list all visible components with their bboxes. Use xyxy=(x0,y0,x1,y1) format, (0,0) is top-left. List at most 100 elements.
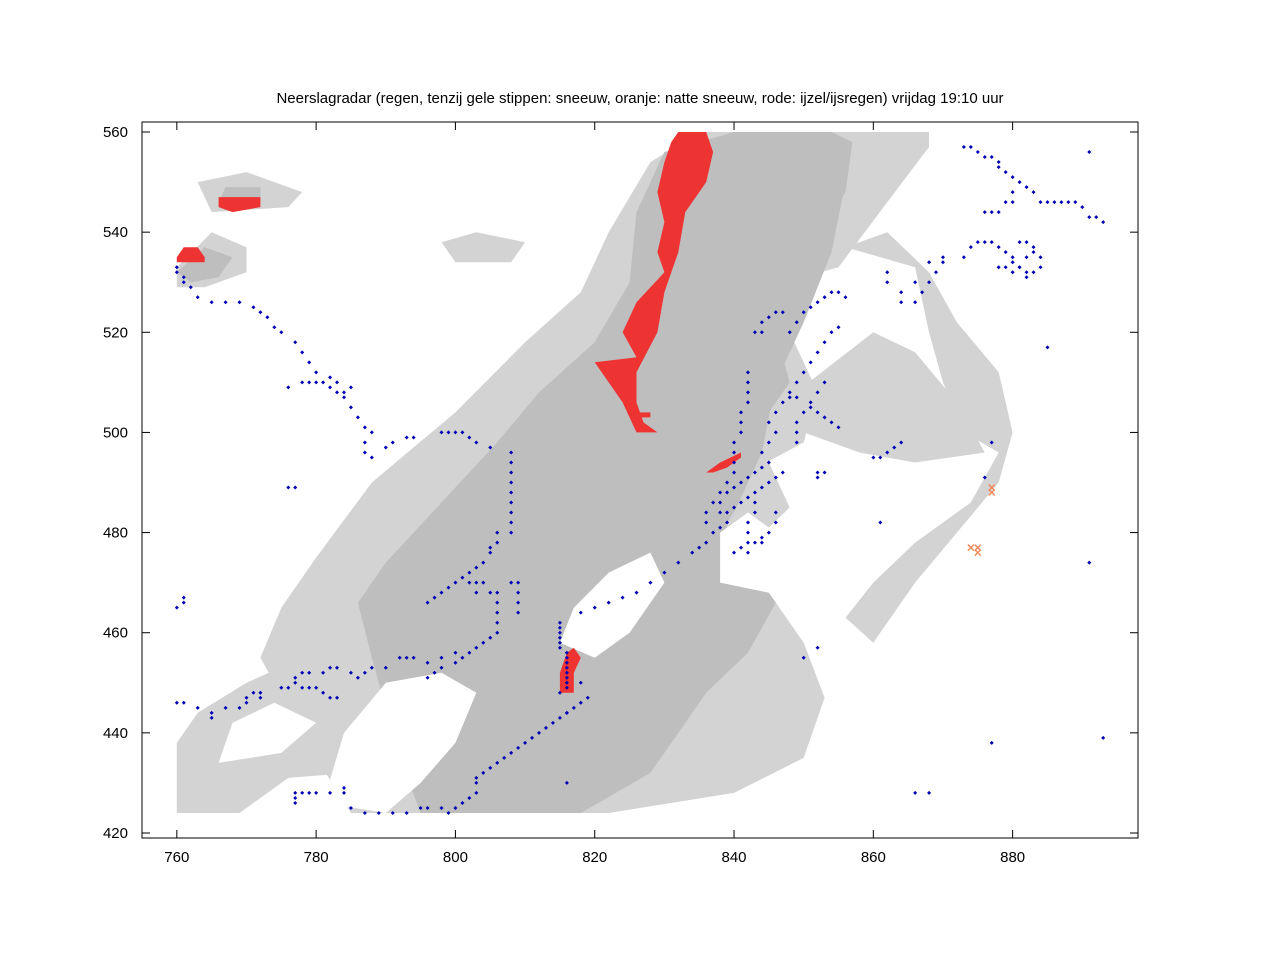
station-marker xyxy=(557,640,562,645)
station-marker xyxy=(759,465,764,470)
station-marker xyxy=(348,670,353,675)
station-marker xyxy=(738,545,743,550)
station-marker xyxy=(836,325,841,330)
station-marker xyxy=(237,300,242,305)
station-marker xyxy=(1003,200,1008,205)
station-marker xyxy=(794,420,799,425)
station-marker xyxy=(258,310,263,315)
station-marker xyxy=(181,600,186,605)
station-marker xyxy=(829,330,834,335)
station-marker xyxy=(620,595,625,600)
station-marker xyxy=(495,590,500,595)
station-marker xyxy=(383,445,388,450)
station-marker xyxy=(940,260,945,265)
station-marker xyxy=(738,410,743,415)
rain-area-moderate-10 xyxy=(176,247,233,283)
station-marker xyxy=(732,470,737,475)
station-marker xyxy=(585,695,590,700)
station-marker xyxy=(300,670,305,675)
station-marker xyxy=(564,660,569,665)
station-marker xyxy=(989,240,994,245)
station-marker xyxy=(662,570,667,575)
station-marker xyxy=(899,440,904,445)
station-marker xyxy=(390,440,395,445)
station-marker xyxy=(697,545,702,550)
station-marker xyxy=(265,315,270,320)
station-marker xyxy=(543,725,548,730)
station-marker xyxy=(564,710,569,715)
station-marker xyxy=(467,650,472,655)
station-marker xyxy=(592,605,597,610)
station-marker xyxy=(1087,560,1092,565)
station-marker xyxy=(293,340,298,345)
station-marker xyxy=(885,280,890,285)
station-marker xyxy=(425,805,430,810)
station-marker xyxy=(188,285,193,290)
station-marker xyxy=(495,620,500,625)
station-marker xyxy=(1066,200,1071,205)
station-marker xyxy=(307,360,312,365)
station-marker xyxy=(335,380,340,385)
station-marker xyxy=(523,740,528,745)
station-marker xyxy=(293,800,298,805)
station-marker xyxy=(341,390,346,395)
station-marker xyxy=(996,160,1001,165)
station-marker xyxy=(335,390,340,395)
station-marker xyxy=(362,425,367,430)
station-marker xyxy=(871,455,876,460)
station-marker xyxy=(1031,270,1036,275)
station-marker xyxy=(495,540,500,545)
station-marker xyxy=(439,655,444,660)
station-marker xyxy=(223,705,228,710)
station-marker xyxy=(474,580,479,585)
station-marker xyxy=(341,785,346,790)
station-marker xyxy=(1010,270,1015,275)
station-marker xyxy=(488,545,493,550)
station-marker xyxy=(934,270,939,275)
station-marker xyxy=(564,685,569,690)
station-marker xyxy=(773,310,778,315)
station-marker xyxy=(787,390,792,395)
station-marker xyxy=(293,485,298,490)
y-tick-label: 420 xyxy=(103,825,128,842)
station-marker xyxy=(557,715,562,720)
station-marker xyxy=(293,675,298,680)
y-tick-label: 500 xyxy=(103,424,128,441)
station-marker xyxy=(634,590,639,595)
station-marker xyxy=(794,395,799,400)
station-marker xyxy=(815,410,820,415)
station-marker xyxy=(362,810,367,815)
station-marker xyxy=(564,670,569,675)
station-marker xyxy=(341,790,346,795)
dry-gap-1 xyxy=(559,552,665,658)
station-marker xyxy=(913,790,918,795)
station-marker xyxy=(279,330,284,335)
station-marker xyxy=(738,480,743,485)
station-marker xyxy=(564,655,569,660)
station-marker xyxy=(446,810,451,815)
station-marker xyxy=(453,430,458,435)
station-marker xyxy=(927,260,932,265)
station-marker xyxy=(1087,215,1092,220)
station-marker xyxy=(195,705,200,710)
station-marker xyxy=(704,540,709,545)
station-marker xyxy=(1073,200,1078,205)
station-marker xyxy=(307,790,312,795)
rain-area-light-6 xyxy=(845,232,1013,643)
station-marker xyxy=(564,650,569,655)
station-marker xyxy=(307,670,312,675)
station-marker xyxy=(300,380,305,385)
station-marker xyxy=(752,470,757,475)
station-marker xyxy=(328,375,333,380)
station-marker xyxy=(348,805,353,810)
station-marker xyxy=(174,605,179,610)
station-marker xyxy=(732,450,737,455)
station-marker xyxy=(801,655,806,660)
station-marker xyxy=(244,700,249,705)
station-marker xyxy=(571,705,576,710)
station-marker xyxy=(369,665,374,670)
station-marker xyxy=(467,435,472,440)
station-marker xyxy=(676,560,681,565)
station-marker xyxy=(376,810,381,815)
station-marker xyxy=(488,765,493,770)
